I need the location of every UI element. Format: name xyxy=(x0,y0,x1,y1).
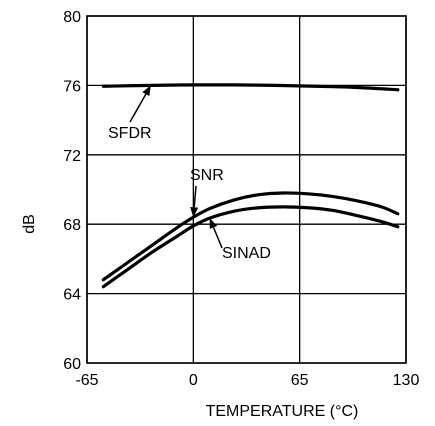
series-lines xyxy=(101,83,400,289)
x-tick-label: -65 xyxy=(75,372,98,389)
x-axis-title: TEMPERATURE (°C) xyxy=(206,403,359,420)
x-tick-label: 130 xyxy=(393,372,420,389)
annotation-arrowhead-sinad xyxy=(209,218,218,229)
annotations: SFDR SNR SINAD xyxy=(108,85,271,262)
x-tick-labels: -65 0 65 130 xyxy=(75,372,419,389)
annotation-arrow-sfdr xyxy=(129,93,147,123)
annotation-arrow-snr xyxy=(193,185,197,208)
y-tick-labels: 60 64 68 72 76 80 xyxy=(63,9,81,373)
annotation-label-snr: SNR xyxy=(190,167,224,184)
x-tick-label: 0 xyxy=(189,372,198,389)
y-tick-label: 72 xyxy=(63,148,81,165)
grid xyxy=(86,15,407,364)
series-line-snr xyxy=(101,191,400,282)
plot-frame xyxy=(86,15,407,364)
y-tick-label: 76 xyxy=(63,78,81,95)
annotation-arrowhead-snr xyxy=(190,206,199,218)
y-tick-label: 68 xyxy=(63,217,81,234)
annotation-arrowhead-sfdr xyxy=(142,85,151,97)
y-tick-label: 64 xyxy=(63,287,81,304)
y-tick-label: 60 xyxy=(63,356,81,373)
y-tick-label: 80 xyxy=(63,9,81,26)
y-axis-title: dB xyxy=(21,214,38,234)
annotation-arrow-sinad xyxy=(212,227,223,249)
annotation-label-sinad: SINAD xyxy=(222,245,271,262)
x-tick-label: 65 xyxy=(291,372,309,389)
series-line-sfdr xyxy=(101,83,400,92)
annotation-label-sfdr: SFDR xyxy=(108,125,152,142)
series-line-sinad xyxy=(101,205,400,289)
